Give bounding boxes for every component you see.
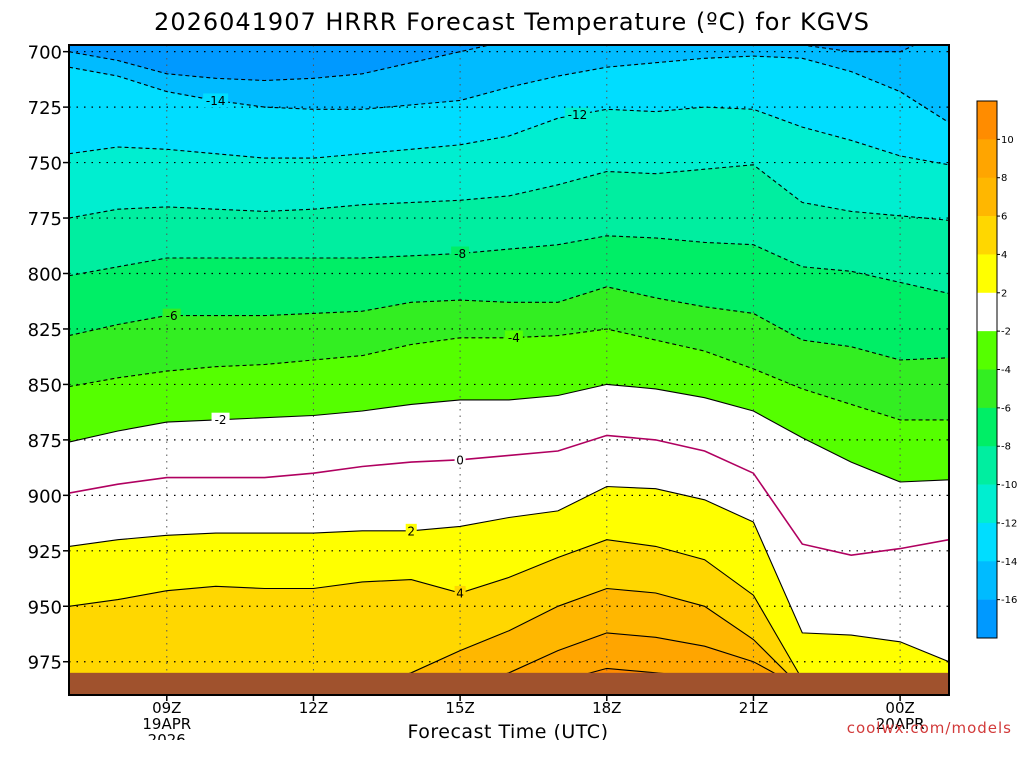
y-tick-label-925: 925 — [28, 542, 62, 563]
colorbar-band--6 — [977, 369, 997, 409]
colorbar-band--12 — [977, 484, 997, 524]
colorbar-label--8: -8 — [1001, 442, 1011, 453]
contour-0 — [69, 434, 949, 557]
contour-label-bg--14 — [203, 93, 229, 108]
colorbar-band-4 — [977, 216, 997, 255]
colorbar-band--4 — [977, 331, 997, 370]
colorbar-band--18 — [977, 599, 997, 639]
y-tick-label-750: 750 — [28, 154, 62, 175]
contour-label-bg--12 — [564, 107, 590, 122]
contour-label--2: -2 — [215, 413, 227, 427]
y-tick-label-950: 950 — [28, 597, 62, 618]
contour-labels: -14 -12 -8 -6 -4 -2 0 2 4 — [162, 93, 590, 600]
chart-title: 2026041907 HRRR Forecast Temperature (ºC… — [154, 8, 870, 36]
contour--10 — [69, 164, 949, 221]
forecast-chart: 2026041907 HRRR Forecast Temperature (ºC… — [28, 8, 1018, 740]
contour-label-bg-0 — [454, 452, 466, 467]
y-tick-label-700: 700 — [28, 43, 62, 64]
contour-label-bg--4 — [504, 330, 523, 345]
contour-label-4: 4 — [456, 586, 464, 600]
y-tick-label-825: 825 — [28, 320, 62, 341]
contour-label--12: -12 — [568, 108, 588, 122]
contour-label--8: -8 — [454, 247, 466, 261]
x-tick-label-21Z-0: 21Z — [739, 699, 768, 717]
colorbar-band-10 — [977, 101, 997, 140]
x-tick-label-18Z-0: 18Z — [592, 699, 621, 717]
temperature-bands — [69, 45, 949, 695]
y-tick-label-975: 975 — [28, 653, 62, 674]
contour-label-2: 2 — [407, 524, 415, 538]
colorbar-band--10 — [977, 446, 997, 485]
y-tick-label-875: 875 — [28, 431, 62, 452]
colorbar-label--6: -6 — [1001, 403, 1011, 414]
x-tick-label-00Z-0: 00Z — [885, 699, 914, 717]
x-tick-label-12Z-0: 12Z — [299, 699, 328, 717]
y-tick-label-900: 900 — [28, 486, 62, 507]
colorbar-label--4: -4 — [1001, 365, 1011, 376]
colorbar-label-4: 4 — [1001, 250, 1007, 261]
y-tick-label-775: 775 — [28, 209, 62, 230]
colorbar-band-6 — [977, 177, 997, 217]
colorbar-label-2: 2 — [1001, 288, 1007, 299]
colorbar-label-8: 8 — [1001, 173, 1007, 184]
x-tick-label-09Z-2: 2026 — [148, 731, 186, 740]
contour-label-0: 0 — [456, 453, 464, 467]
colorbar-label--12: -12 — [1001, 518, 1017, 529]
colorbar-label-6: 6 — [1001, 212, 1007, 223]
contour-label--4: -4 — [508, 331, 520, 345]
ground-fill — [69, 672, 949, 695]
ground-surface — [69, 672, 949, 695]
x-tick-label-09Z-1: 19APR — [142, 715, 191, 733]
colorbar-legend: 10 8 6 4 2 -2 -4 -6 -8 -10 -12 -14 -16 — [976, 100, 1017, 639]
x-tick-label-15Z-0: 15Z — [445, 699, 474, 717]
contour--16 — [69, 45, 917, 82]
colorbar-label--16: -16 — [1001, 595, 1017, 606]
x-tick-label-00Z-1: 20APR — [876, 715, 925, 733]
plot-frame — [68, 44, 950, 696]
contour-label-bg-2 — [405, 523, 417, 538]
contour--6 — [69, 286, 949, 361]
contour-label-bg--2 — [211, 412, 230, 427]
colorbar-label--2: -2 — [1001, 327, 1011, 338]
credit-text: coolwx.com/models — [847, 719, 1012, 737]
colorbar-band--8 — [977, 407, 997, 447]
grid-lines — [69, 45, 949, 695]
contour-label-bg-4 — [454, 585, 466, 600]
contour-label-bg--8 — [451, 246, 470, 261]
contour-label--6: -6 — [166, 309, 178, 323]
colorbar-band--2 — [977, 292, 997, 332]
colorbar-band--14 — [977, 522, 997, 562]
colorbar-band--16 — [977, 561, 997, 600]
colorbar-band-8 — [977, 139, 997, 179]
colorbar-label--10: -10 — [1001, 480, 1017, 491]
x-axis-title: Forecast Time (UTC) — [408, 721, 609, 740]
contour--8 — [69, 235, 949, 295]
colorbar-label-10: 10 — [1001, 135, 1014, 146]
contour-label-bg--6 — [162, 308, 181, 323]
contour-2 — [69, 485, 949, 663]
contour--12 — [69, 106, 949, 166]
y-axis: 700 725 750 775 800 825 850 875 900 925 950 975 — [28, 43, 69, 674]
y-tick-label-725: 725 — [28, 98, 62, 119]
y-tick-label-850: 850 — [28, 375, 62, 396]
colorbar-label--14: -14 — [1001, 557, 1017, 568]
colorbar-band-2 — [977, 254, 997, 294]
y-tick-label-800: 800 — [28, 264, 62, 285]
contour-label--14: -14 — [206, 94, 226, 108]
x-tick-label-09Z-0: 09Z — [152, 699, 181, 717]
